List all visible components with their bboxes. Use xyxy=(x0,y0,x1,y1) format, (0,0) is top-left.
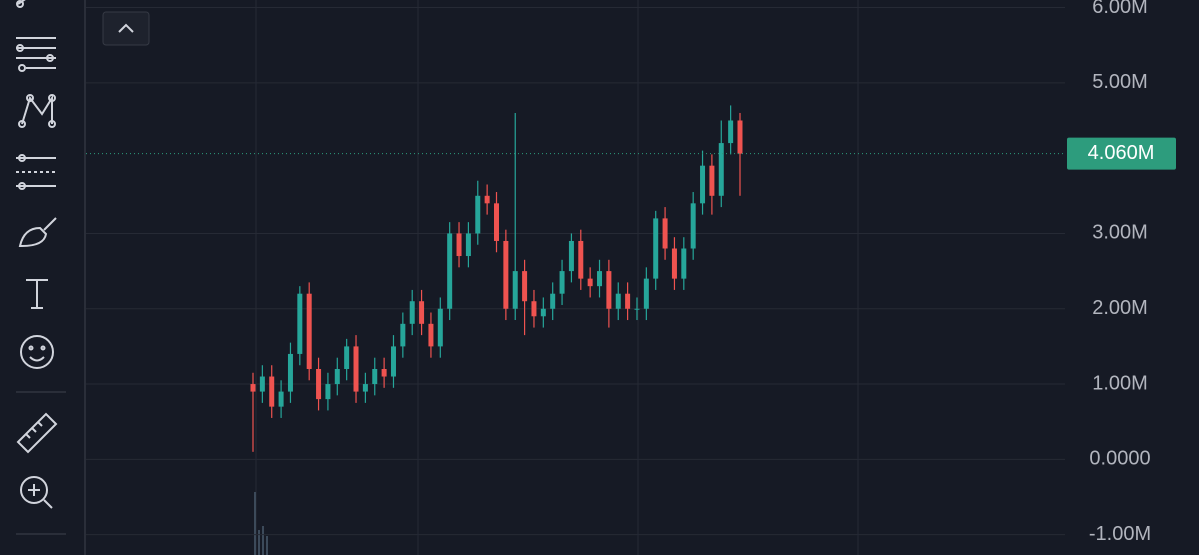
candle-body xyxy=(306,293,312,369)
candle-body xyxy=(671,248,677,279)
candle-body xyxy=(634,308,640,310)
candle-body xyxy=(700,165,706,204)
candle-body xyxy=(653,218,659,279)
candle-body xyxy=(250,384,256,392)
candle-body xyxy=(437,308,443,347)
candle-body xyxy=(578,240,584,279)
y-tick-label: -1.00M xyxy=(1089,523,1151,545)
candle-body xyxy=(278,391,284,407)
candle-body xyxy=(494,203,499,241)
candle-body xyxy=(325,384,331,400)
candle-body xyxy=(550,293,556,309)
candle-body xyxy=(409,301,415,324)
candle-body xyxy=(559,271,565,294)
candle-body xyxy=(737,120,743,154)
candle-body xyxy=(568,240,574,272)
y-tick-label: 0.0000 xyxy=(1089,448,1150,470)
candle-body xyxy=(428,323,434,347)
candle-body xyxy=(606,271,612,309)
candle-body xyxy=(475,195,481,234)
toolbar xyxy=(16,0,86,555)
candle-body xyxy=(681,248,687,279)
candle-body xyxy=(362,384,368,392)
candle-body xyxy=(334,368,340,385)
last-price-box xyxy=(1067,137,1176,170)
candle-body xyxy=(269,376,275,407)
candle-body xyxy=(615,293,621,309)
candle-body xyxy=(344,346,350,369)
candle-body xyxy=(597,271,603,287)
candle-body xyxy=(512,271,518,309)
collapse-button[interactable] xyxy=(102,11,150,46)
tool-icon[interactable] xyxy=(20,476,53,509)
y-tick-label: 5.00M xyxy=(1092,71,1148,93)
candle-body xyxy=(484,195,490,204)
v-grid xyxy=(255,0,859,555)
tool-icon[interactable] xyxy=(16,154,56,190)
candle-body xyxy=(503,240,509,309)
y-tick-label: 1.00M xyxy=(1092,372,1148,394)
candle-body xyxy=(456,233,462,257)
candle-body xyxy=(522,271,528,302)
candle-body xyxy=(287,353,293,392)
candle-body xyxy=(465,233,471,257)
candle-body xyxy=(587,278,593,287)
tool-icon[interactable] xyxy=(26,279,48,309)
tool-icon[interactable] xyxy=(16,37,56,72)
candle-body xyxy=(643,278,649,309)
candle-body xyxy=(259,376,265,392)
volume xyxy=(254,492,268,555)
candle-body xyxy=(709,165,715,196)
candle-body xyxy=(531,301,537,317)
last-price-label: 4.060M xyxy=(1088,142,1155,164)
candle-body xyxy=(690,203,696,249)
candle-body xyxy=(390,346,396,377)
candle-body xyxy=(400,323,406,347)
candle-body xyxy=(447,233,453,309)
candle-body xyxy=(718,143,724,196)
candle-body xyxy=(372,368,378,385)
candle-body xyxy=(728,120,734,144)
candle-body xyxy=(625,293,631,309)
y-tick-label: 3.00M xyxy=(1092,222,1148,244)
y-tick-label: 6.00M xyxy=(1092,0,1148,18)
candle-body xyxy=(662,218,668,249)
candle-body xyxy=(540,308,546,317)
tool-icon[interactable] xyxy=(18,217,57,247)
y-tick-label: 2.00M xyxy=(1092,297,1148,319)
tool-icon[interactable] xyxy=(20,335,54,369)
candle-body xyxy=(353,346,359,392)
candle-body xyxy=(316,368,322,400)
tool-icon[interactable] xyxy=(16,0,30,8)
candle-body xyxy=(381,368,387,377)
candle-body xyxy=(419,301,425,324)
tool-icon[interactable] xyxy=(16,412,58,454)
candle-body xyxy=(297,293,303,354)
tool-icon[interactable] xyxy=(18,94,56,128)
